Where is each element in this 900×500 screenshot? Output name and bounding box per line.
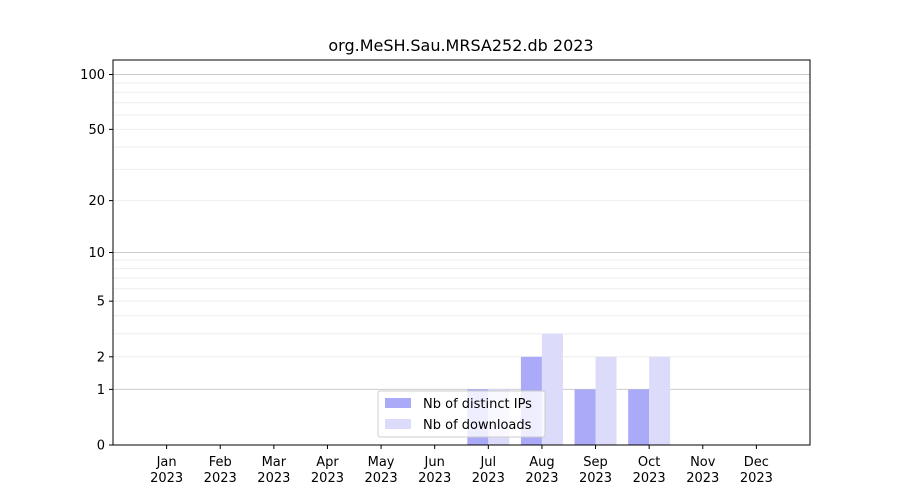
bar-downloads [649, 356, 671, 445]
x-tick-label-month: Feb [209, 455, 232, 470]
y-tick-label: 50 [88, 123, 105, 138]
x-tick-label-year: 2023 [311, 471, 344, 486]
legend: Nb of distinct IPs Nb of downloads [377, 390, 546, 438]
bar-downloads [595, 356, 617, 445]
grid [113, 74, 810, 390]
x-tick-label-year: 2023 [525, 471, 558, 486]
bar-downloads [541, 333, 563, 445]
y-tick-label: 1 [97, 383, 105, 398]
x-tick-label-month: Nov [690, 455, 716, 470]
x-axis: Jan2023Feb2023Mar2023Apr2023May2023Jun20… [150, 445, 773, 486]
x-tick-label-year: 2023 [740, 471, 773, 486]
x-tick-label-month: Apr [316, 455, 339, 470]
y-tick-label: 5 [97, 295, 105, 310]
y-axis: 0 1 2 5 10 20 50 100 [80, 68, 113, 454]
legend-label-downloads: Nb of downloads [423, 418, 532, 433]
x-tick-label-month: Dec [744, 455, 769, 470]
y-tick-label: 100 [80, 68, 105, 83]
x-tick-label-month: Oct [638, 455, 660, 470]
x-tick-label-month: Jun [424, 455, 445, 470]
x-tick-label-year: 2023 [633, 471, 666, 486]
bar-distinct-ips [628, 389, 650, 445]
legend-label-distinct-ips: Nb of distinct IPs [423, 397, 532, 412]
y-tick-label: 0 [97, 439, 105, 454]
x-tick-label-year: 2023 [150, 471, 183, 486]
x-tick-label-year: 2023 [204, 471, 237, 486]
x-tick-label-year: 2023 [686, 471, 719, 486]
x-tick-label-year: 2023 [472, 471, 505, 486]
legend-box [377, 390, 546, 438]
legend-swatch-distinct-ips [385, 398, 411, 408]
x-tick-label-year: 2023 [418, 471, 451, 486]
x-tick-label-month: Mar [262, 455, 287, 470]
x-tick-label-month: Jan [156, 455, 177, 470]
x-tick-label-year: 2023 [579, 471, 612, 486]
x-tick-label-month: May [368, 455, 395, 470]
x-tick-label-month: Sep [583, 455, 608, 470]
y-tick-label: 10 [88, 246, 105, 261]
y-tick-label: 20 [88, 194, 105, 209]
x-tick-label-year: 2023 [257, 471, 290, 486]
bar-distinct-ips [574, 389, 596, 445]
y-tick-label: 2 [97, 350, 105, 365]
legend-swatch-downloads [385, 419, 411, 429]
x-tick-label-month: Jul [479, 455, 496, 470]
chart-title: org.MeSH.Sau.MRSA252.db 2023 [328, 36, 593, 55]
x-tick-label-month: Aug [529, 455, 554, 470]
x-tick-label-year: 2023 [365, 471, 398, 486]
